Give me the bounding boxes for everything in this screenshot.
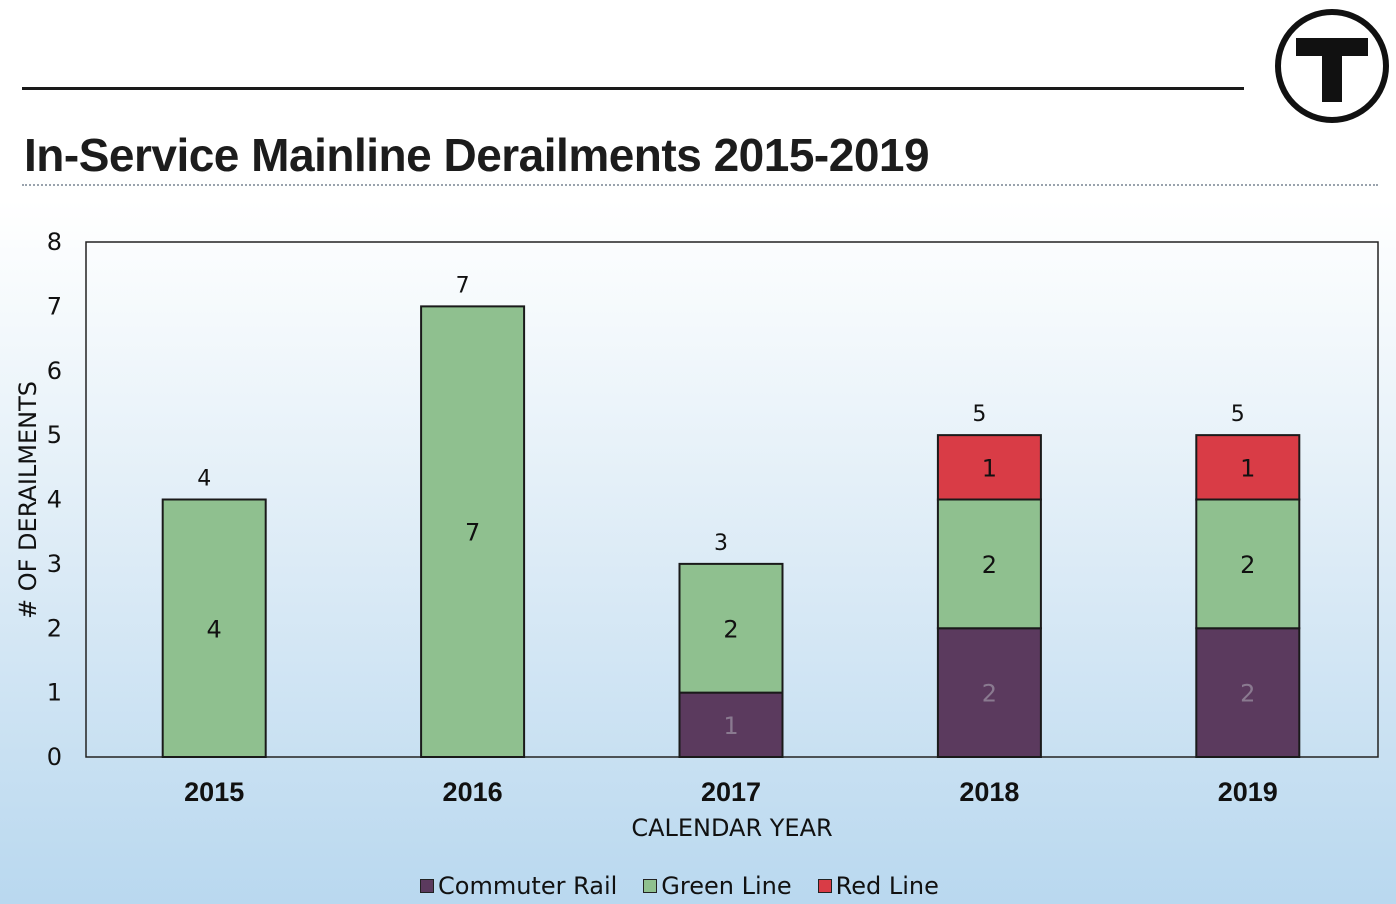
y-tick-label: 5 bbox=[47, 421, 62, 449]
y-tick-label: 1 bbox=[47, 679, 62, 707]
x-tick-label: 2016 bbox=[443, 777, 503, 807]
bar-data-label: 1 bbox=[982, 454, 997, 482]
x-tick-label: 2015 bbox=[184, 777, 244, 807]
bar-total-label: 4 bbox=[197, 467, 211, 492]
bar-segment bbox=[936, 627, 1042, 758]
x-axis-label: CALENDAR YEAR bbox=[631, 814, 832, 842]
x-tick-label: 2017 bbox=[701, 777, 761, 807]
x-tick-label: 2019 bbox=[1218, 777, 1278, 807]
bar-data-label: 1 bbox=[723, 712, 738, 740]
legend-item: Green Line bbox=[643, 872, 792, 900]
bar-total-label: 3 bbox=[714, 531, 728, 556]
y-tick-label: 6 bbox=[47, 357, 62, 385]
y-tick-label: 7 bbox=[47, 292, 62, 320]
title-divider bbox=[22, 184, 1378, 186]
bar-segment bbox=[936, 434, 1042, 501]
legend-label: Green Line bbox=[661, 872, 792, 900]
y-tick-label: 2 bbox=[47, 614, 62, 642]
bar-data-label: 2 bbox=[982, 680, 997, 708]
legend-label: Commuter Rail bbox=[438, 872, 618, 900]
bar-segment bbox=[1195, 498, 1301, 630]
legend-item: Red Line bbox=[817, 872, 939, 900]
bar-segment bbox=[1195, 627, 1301, 758]
bar-total-label: 5 bbox=[1231, 402, 1245, 427]
chart-legend: Commuter Rail Green Line Red Line bbox=[420, 872, 939, 900]
x-tick-label: 2018 bbox=[959, 777, 1019, 807]
bar-data-label: 2 bbox=[982, 551, 997, 579]
legend-swatch bbox=[643, 879, 658, 893]
bar-data-label: 2 bbox=[1240, 551, 1255, 579]
bar-total-label: 5 bbox=[972, 402, 986, 427]
bar-data-label: 4 bbox=[207, 615, 222, 643]
bar-segment bbox=[161, 498, 267, 758]
y-tick-label: 3 bbox=[47, 550, 62, 578]
bar-segment bbox=[936, 498, 1042, 630]
page-title: In-Service Mainline Derailments 2015-201… bbox=[24, 129, 930, 181]
bar-total-label: 7 bbox=[456, 273, 470, 298]
bar-segment bbox=[678, 562, 784, 694]
y-tick-label: 0 bbox=[47, 743, 62, 771]
legend-label: Red Line bbox=[835, 872, 939, 900]
bar-segment bbox=[1195, 434, 1301, 501]
bar-data-label: 2 bbox=[723, 615, 738, 643]
legend-swatch bbox=[420, 879, 434, 893]
bar-data-label: 7 bbox=[465, 519, 480, 547]
bar-data-label: 2 bbox=[1240, 680, 1255, 708]
y-tick-label: 8 bbox=[47, 228, 62, 256]
header-rule bbox=[22, 87, 1244, 90]
y-axis-label: # OF DERAILMENTS bbox=[14, 381, 42, 619]
bar-segment bbox=[420, 305, 526, 758]
mbta-logo bbox=[1275, 9, 1389, 123]
bar-segment bbox=[678, 691, 784, 758]
y-tick-label: 4 bbox=[47, 486, 62, 514]
legend-swatch bbox=[817, 879, 832, 893]
legend-item: Commuter Rail bbox=[420, 872, 617, 900]
bar-data-label: 1 bbox=[1240, 454, 1255, 482]
